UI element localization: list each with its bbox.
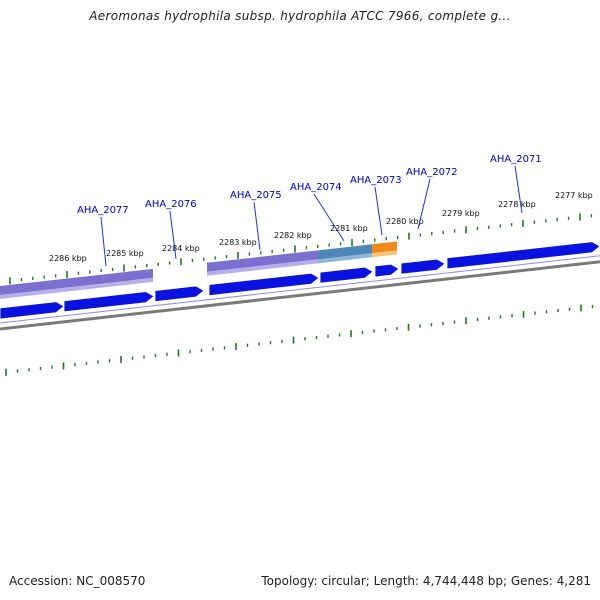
feature-bar-purple [0,268,153,295]
scale-label: 2286 kbp [49,254,87,263]
gene-arrow [400,258,446,275]
feature-bar-orange [372,241,397,254]
gene-arrow [63,291,155,313]
feature-bar-purple-light [207,259,318,276]
gene-label-leader [253,201,261,251]
scale-label: 2277 kbp [555,191,593,200]
scale-label: 2281 kbp [330,224,368,233]
feature-bar-purple-light [0,277,153,299]
gene-label[interactable]: AHA_2077 [77,205,129,216]
gene-arrow [208,272,320,297]
inner-tick-track [5,304,594,376]
feature-bar-orange-light [372,250,397,258]
scale-label: 2279 kbp [442,209,480,218]
gene-label-leader [169,210,177,260]
outer-tick-track [9,213,593,285]
feature-bar-teal-light [318,253,372,264]
gene-track-shadow [0,255,600,324]
feature-bar-teal [318,244,372,260]
scale-label: 2283 kbp [219,238,257,247]
scale-label: 2280 kbp [386,217,424,226]
gene-arrow [319,266,374,284]
scale-labels: 2277 kbp 2278 kbp 2279 kbp 2280 kbp 2281 kbp… [49,191,593,263]
scale-label: 2278 kbp [498,200,536,209]
gene-labels: AHA_2071 AHA_2072 AHA_2073 AHA_2074 AHA_2075… [77,154,542,267]
genome-summary-text: Topology: circular; Length: 4,744,448 bp… [261,574,591,588]
scale-label: 2284 kbp [162,244,200,253]
gene-label-leader [100,216,107,267]
backbone-track [0,260,600,331]
gene-label[interactable]: AHA_2074 [290,182,342,193]
map-title: Aeromonas hydrophila subsp. hydrophila A… [89,9,511,23]
gene-arrow [446,241,600,270]
accession-text: Accession: NC_008570 [9,574,146,588]
gene-label[interactable]: AHA_2073 [350,175,402,186]
gene-arrow [0,301,65,320]
gene-label-leader [374,186,383,236]
scale-label: 2285 kbp [106,249,144,258]
gene-arrow [154,285,205,303]
gene-track [0,241,600,324]
backbone-line [0,260,600,331]
gene-label[interactable]: AHA_2072 [406,167,458,178]
gene-label[interactable]: AHA_2071 [490,154,542,165]
gene-label-leader [313,193,345,242]
gene-arrow [374,263,400,278]
scale-label: 2282 kbp [274,231,312,240]
feature-bar-purple [207,250,318,272]
gene-label-leader [417,178,431,230]
gene-label[interactable]: AHA_2076 [145,199,197,210]
gene-label-leader [514,165,523,214]
gene-label[interactable]: AHA_2075 [230,190,282,201]
